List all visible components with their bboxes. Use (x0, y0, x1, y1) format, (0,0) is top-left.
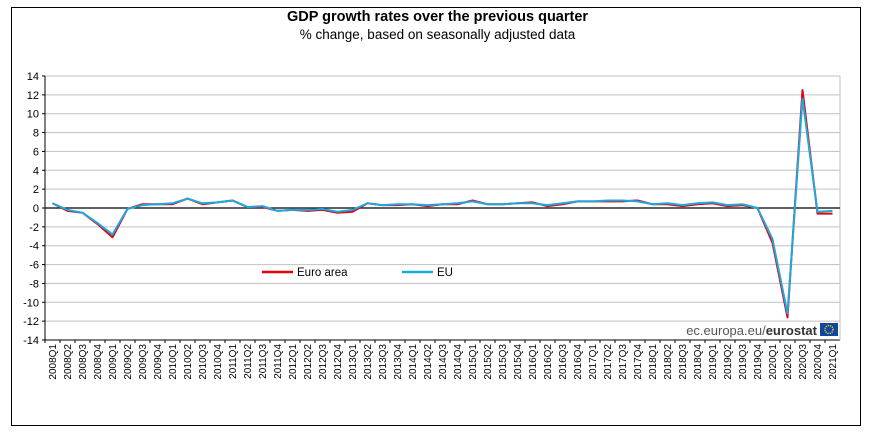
x-tick-label: 2016Q2 (543, 344, 554, 380)
x-tick-label: 2017Q4 (633, 344, 644, 380)
eu-flag-icon (820, 323, 838, 336)
x-tick-label: 2017Q2 (603, 344, 614, 380)
source-brand: eurostat (766, 323, 818, 338)
plot-area: 14 12 10 8 6 4 2 0 -2 -4 -6 -8 -10 -12 -14 2008Q1 2008Q2… (23, 71, 841, 380)
y-tick-label: 6 (33, 146, 39, 158)
x-tick-label: 2012Q2 (303, 344, 314, 380)
x-tick-label: 2020Q1 (768, 344, 779, 380)
x-tick-label: 2015Q1 (468, 344, 479, 380)
x-tick-label: 2009Q4 (153, 344, 164, 380)
x-tick-label: 2014Q3 (438, 344, 449, 380)
x-tick-label: 2010Q4 (213, 344, 224, 380)
y-tick-label: -4 (29, 241, 39, 253)
x-tick-label: 2008Q3 (78, 344, 89, 380)
x-tick-label: 2009Q3 (138, 344, 149, 380)
source-credit: ec.europa.eu/eurostat (686, 323, 838, 338)
x-tick-label: 2018Q4 (693, 344, 704, 380)
source-url: ec.europa.eu/ (686, 323, 766, 338)
y-tick-label: 4 (33, 165, 39, 177)
x-tick-label: 2019Q3 (738, 344, 749, 380)
y-tick-label: 10 (27, 109, 39, 121)
x-tick-label: 2020Q3 (798, 344, 809, 380)
x-tick-label: 2016Q1 (528, 344, 539, 380)
x-tick-label: 2011Q4 (273, 344, 284, 379)
x-tick-label: 2013Q1 (348, 344, 359, 380)
legend: Euro area EU (262, 267, 453, 279)
y-tick-label: 2 (33, 184, 39, 196)
x-tick-label: 2014Q1 (408, 344, 419, 380)
x-tick-label: 2010Q3 (198, 344, 209, 380)
x-tick-label: 2017Q1 (588, 344, 599, 380)
legend-label-eu: EU (437, 267, 453, 279)
x-tick-label: 2018Q1 (648, 344, 659, 380)
x-tick-label: 2014Q4 (453, 344, 464, 380)
x-tick-label: 2016Q4 (573, 344, 584, 380)
y-tick-label: 12 (27, 90, 39, 102)
legend-label-euro-area: Euro area (297, 267, 348, 279)
x-tick-label: 2017Q3 (618, 344, 629, 380)
x-tick-label: 2011Q2 (243, 344, 254, 379)
y-tick-label: -14 (23, 335, 39, 347)
x-tick-label: 2019Q4 (753, 344, 764, 380)
x-tick-label: 2010Q1 (168, 344, 179, 380)
x-tick-label: 2008Q2 (63, 344, 74, 380)
y-tick-label: -6 (29, 260, 39, 272)
y-tick-label: -2 (29, 222, 39, 234)
x-tick-label: 2009Q1 (108, 344, 119, 380)
y-tick-label: 8 (33, 128, 39, 140)
x-tick-label: 2009Q2 (123, 344, 134, 380)
chart-title: GDP growth rates over the previous quart… (286, 9, 589, 25)
series-line-eu (52, 97, 833, 315)
y-tick-label: -8 (29, 278, 39, 290)
x-tick-label: 2015Q3 (498, 344, 509, 380)
x-tick-label: 2015Q2 (483, 344, 494, 380)
x-tick-label: 2020Q2 (783, 344, 794, 380)
x-tick-label: 2011Q3 (258, 344, 269, 379)
y-tick-label: -10 (23, 297, 39, 309)
x-tick-label: 2013Q2 (363, 344, 374, 380)
x-tick-label: 2013Q4 (393, 344, 404, 380)
x-tick-label: 2015Q4 (513, 344, 524, 380)
x-tick-label: 2012Q1 (288, 344, 299, 380)
y-tick-label: 14 (27, 71, 39, 83)
x-tick-label: 2018Q2 (663, 344, 674, 380)
chart-subtitle: % change, based on seasonally adjusted d… (299, 27, 576, 42)
x-tick-label: 2012Q3 (318, 344, 329, 380)
x-tick-label: 2014Q2 (423, 344, 434, 380)
x-tick-label: 2008Q1 (48, 344, 59, 380)
y-tick-label: 0 (33, 203, 39, 215)
x-tick-label: 2016Q3 (558, 344, 569, 380)
x-tick-label: 2021Q1 (828, 344, 839, 380)
x-tick-label: 2012Q4 (333, 344, 344, 380)
x-tick-label: 2018Q3 (678, 344, 689, 380)
x-tick-label: 2008Q4 (93, 344, 104, 380)
x-tick-label: 2019Q2 (723, 344, 734, 380)
x-tick-label: 2013Q3 (378, 344, 389, 380)
x-tick-label: 2010Q2 (183, 344, 194, 380)
svg-text:ec.europa.eu/eurostat: ec.europa.eu/eurostat (686, 323, 817, 338)
x-tick-label: 2019Q1 (708, 344, 719, 380)
x-tick-label: 2011Q1 (228, 344, 239, 379)
y-tick-label: -12 (23, 316, 39, 328)
x-tick-label: 2020Q4 (813, 344, 824, 380)
